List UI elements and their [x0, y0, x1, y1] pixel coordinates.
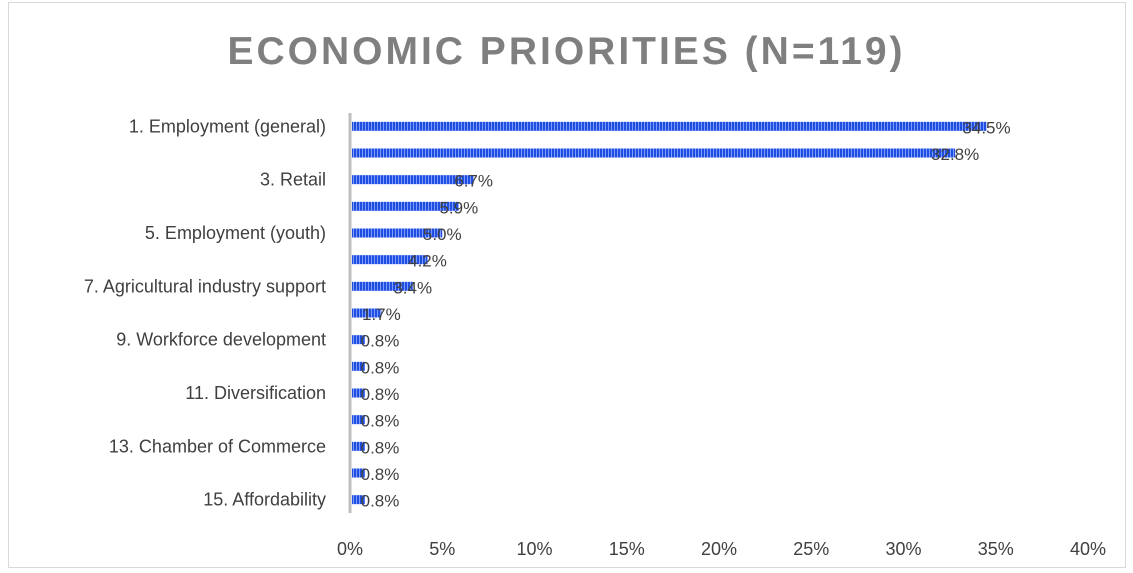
bar: [352, 468, 365, 478]
x-tick-label: 0%: [337, 539, 363, 559]
bar: [352, 255, 428, 265]
x-tick-label: 35%: [978, 539, 1014, 559]
data-label: 0.8%: [361, 492, 400, 511]
category-label: 9. Workforce development: [116, 330, 326, 350]
bar: [352, 495, 365, 505]
category-label: 7. Agricultural industry support: [84, 276, 326, 296]
x-tick-label: 30%: [885, 539, 921, 559]
data-label: 0.8%: [361, 385, 400, 404]
data-label: 0.8%: [361, 465, 400, 484]
data-label: 0.8%: [361, 332, 400, 351]
chart-frame: [8, 2, 1126, 568]
bar: [352, 175, 474, 185]
bar: [352, 388, 365, 398]
category-label: 3. Retail: [260, 170, 326, 190]
category-label: 11. Diversification: [185, 383, 326, 403]
data-label: 3.4%: [393, 278, 432, 297]
category-label: 15. Affordability: [203, 490, 326, 510]
x-tick-label: 10%: [516, 539, 552, 559]
data-label: 6.7%: [454, 172, 493, 191]
bar: [352, 281, 413, 291]
data-label: 1.7%: [362, 305, 401, 324]
bar: [352, 148, 956, 158]
bar: [352, 415, 365, 425]
data-label: 34.5%: [962, 118, 1010, 137]
x-tick-label: 15%: [609, 539, 645, 559]
bar: [352, 308, 382, 318]
category-label: 13. Chamber of Commerce: [109, 436, 326, 456]
data-label: 32.8%: [931, 145, 979, 164]
data-label: 4.2%: [408, 252, 447, 271]
x-tick-label: 40%: [1070, 539, 1106, 559]
bar: [352, 361, 365, 371]
bar: [352, 228, 443, 238]
bar: [352, 201, 459, 211]
data-label: 5.9%: [439, 198, 478, 217]
chart-title: ECONOMIC PRIORITIES (N=119): [227, 30, 906, 73]
category-label: 5. Employment (youth): [145, 223, 326, 243]
data-label: 0.8%: [361, 412, 400, 431]
data-label: 5.0%: [423, 225, 462, 244]
bar: [352, 335, 365, 345]
data-label: 0.8%: [361, 358, 400, 377]
x-tick-label: 25%: [793, 539, 829, 559]
data-label: 0.8%: [361, 438, 400, 457]
x-tick-label: 20%: [701, 539, 737, 559]
x-tick-label: 5%: [429, 539, 455, 559]
category-label: 1. Employment (general): [129, 116, 326, 136]
bar: [352, 121, 987, 131]
bar: [352, 441, 365, 451]
